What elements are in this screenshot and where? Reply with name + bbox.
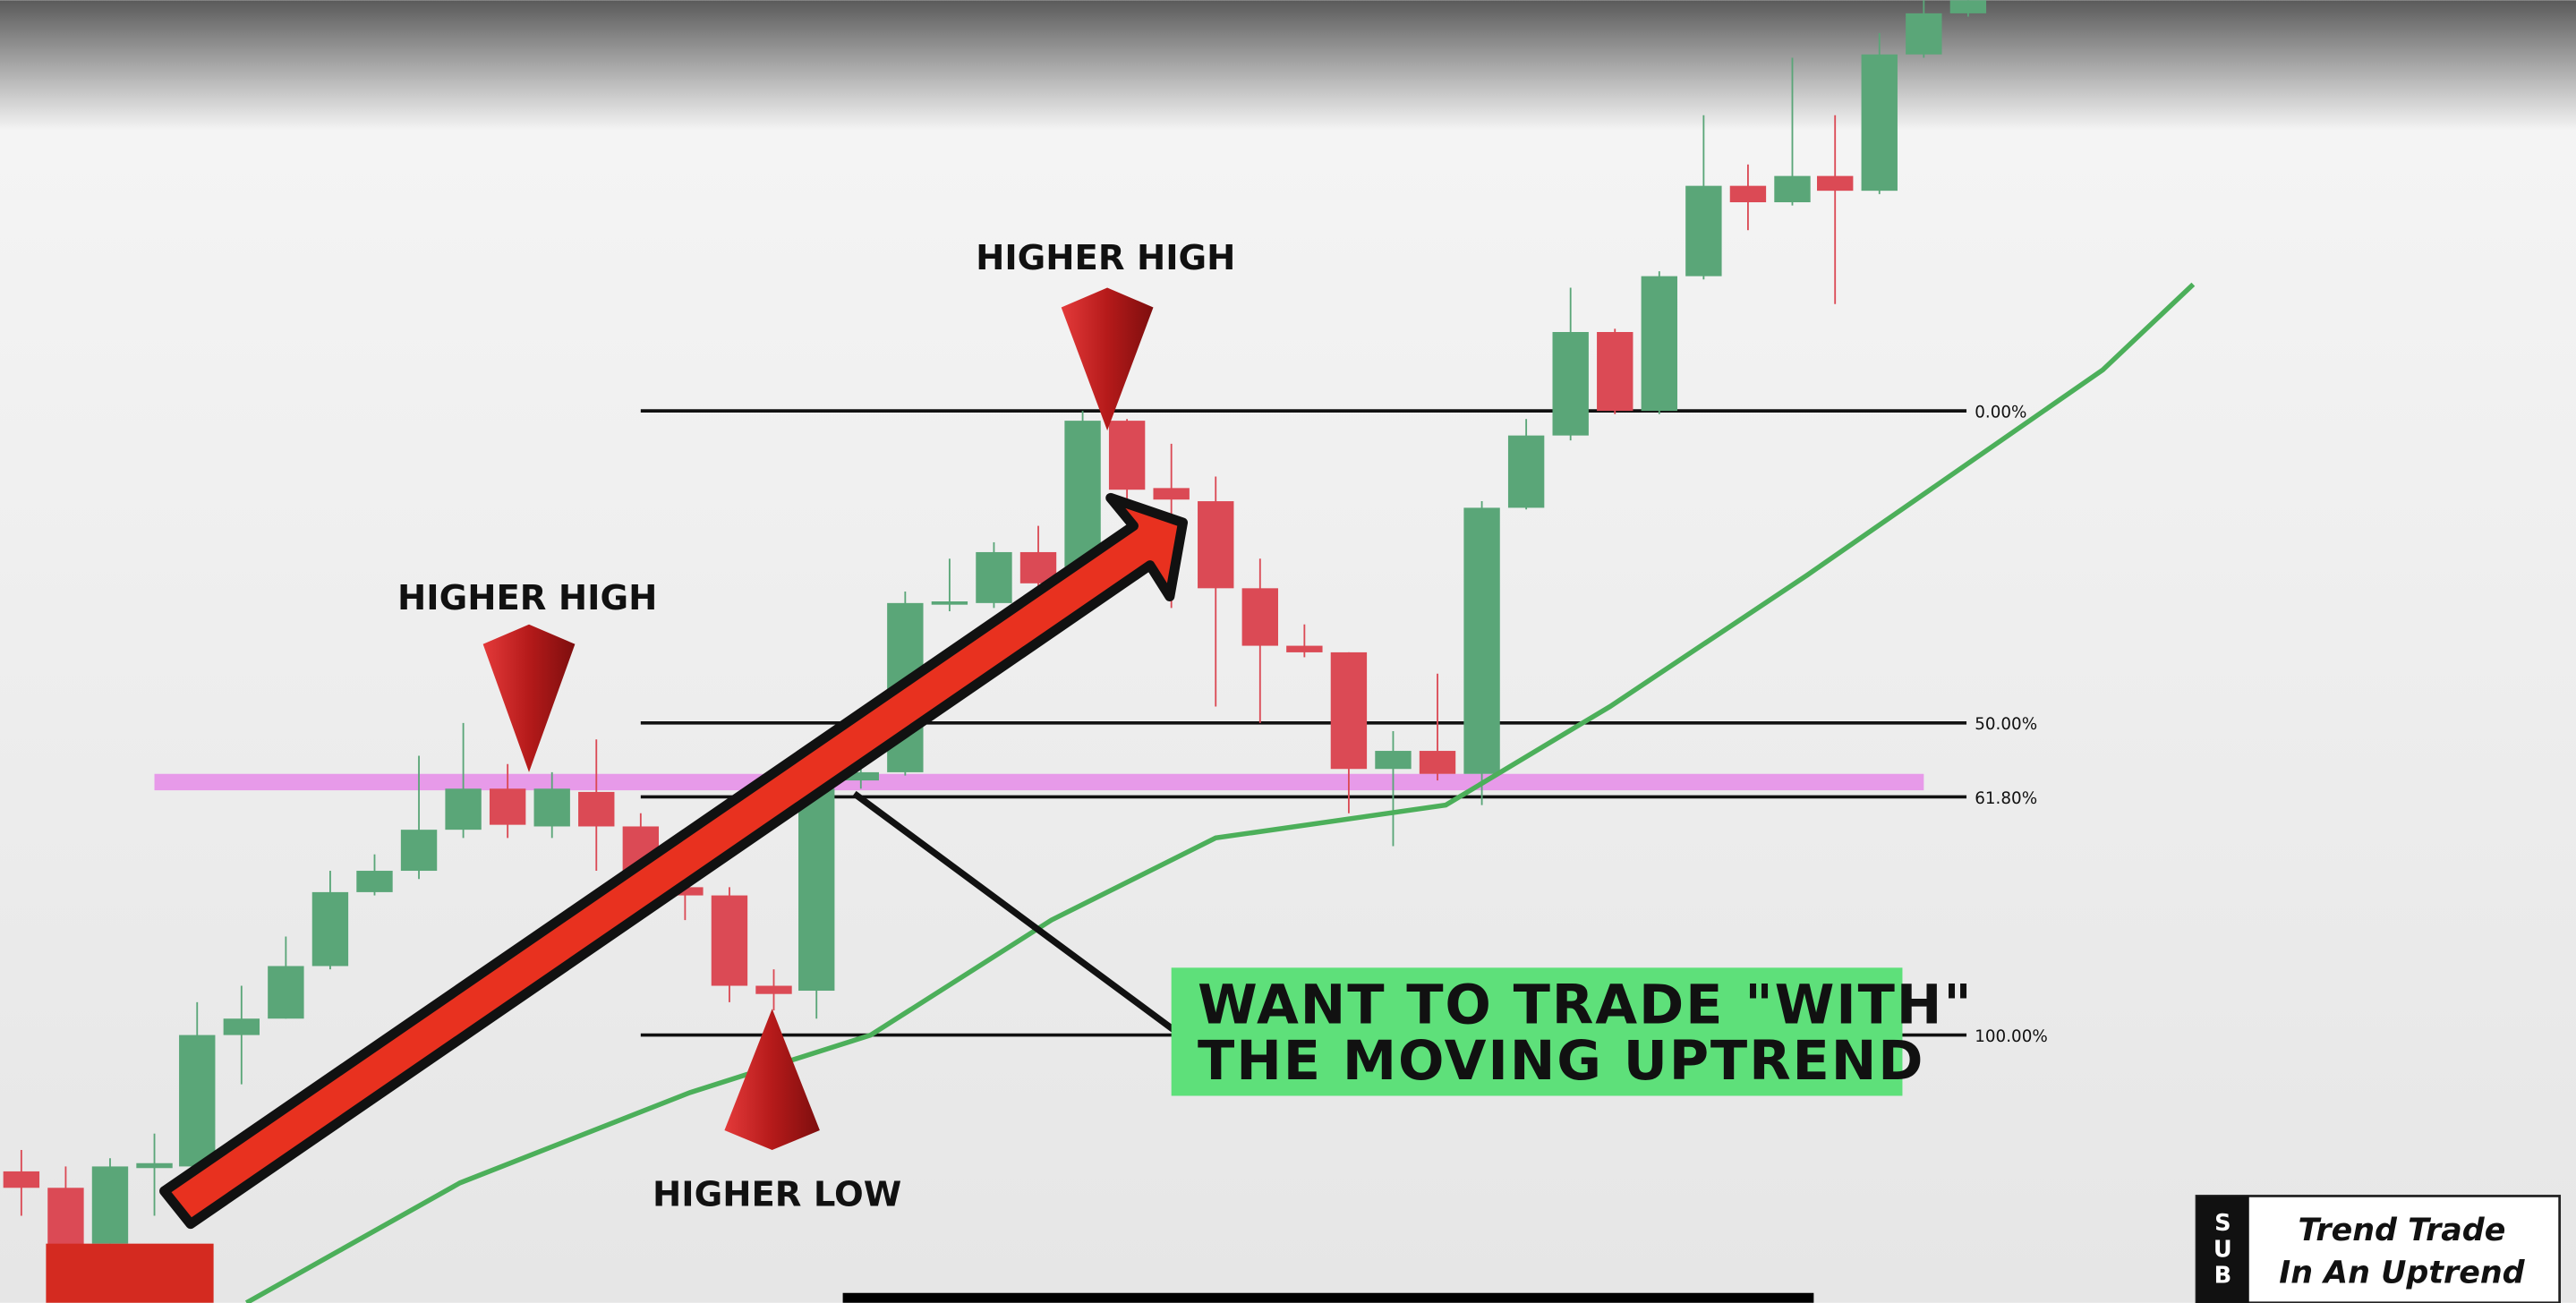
trend-arrow [159, 492, 1189, 1230]
candle-body [1419, 751, 1456, 774]
candle-body [223, 1018, 260, 1035]
badge-logo: U [2213, 1236, 2232, 1263]
candle-body [1198, 501, 1234, 589]
candle-body [755, 985, 792, 994]
candle-body [667, 887, 704, 896]
annotation: HIGHER HIGH [397, 578, 657, 618]
candle-body [1949, 0, 1987, 13]
marker-up [724, 1009, 820, 1151]
pointer-line [852, 790, 1179, 1035]
fib-label: 100.00% [1975, 1027, 2048, 1046]
candle-body [1330, 652, 1368, 770]
candle-body [1817, 175, 1854, 192]
candle-body [842, 771, 879, 781]
candle-body [489, 788, 526, 825]
candle-body [711, 895, 748, 986]
candle-body [311, 891, 349, 967]
fib-label: 61.80% [1975, 789, 2037, 808]
badge-text: Trend Trade [2298, 1213, 2505, 1248]
badge-logo-bg [2196, 1196, 2249, 1303]
annotation: HIGHER LOW [653, 1174, 901, 1214]
annotation: HIGHER HIGH [976, 238, 1235, 278]
callout-text: WANT TO TRADE "WITH" [1198, 975, 1974, 1037]
candle-body [1685, 185, 1722, 277]
marker-down [482, 624, 576, 772]
candle-body [931, 601, 968, 605]
support-band [154, 773, 1924, 791]
candle-body [1552, 332, 1589, 436]
marker-down [1061, 287, 1154, 431]
badge-text: In An Uptrend [2279, 1256, 2525, 1291]
candle-body [445, 788, 482, 830]
candle-body [1375, 751, 1412, 770]
candle-body [798, 788, 835, 992]
candle-body [356, 871, 393, 892]
candle-body [400, 830, 438, 872]
candle-body [578, 791, 615, 827]
candle-body [1641, 276, 1678, 412]
candle-body [976, 551, 1012, 603]
candle-body [179, 1035, 216, 1167]
candle-body [1064, 421, 1101, 567]
badge [2195, 1195, 2562, 1303]
candle-body [1507, 435, 1545, 508]
candle-body [1153, 488, 1190, 500]
callout-box [1171, 967, 1903, 1096]
candle-body [1597, 332, 1633, 412]
callout-text: THE MOVING UPTREND [1198, 1030, 1924, 1093]
badge-logo: B [2214, 1263, 2232, 1290]
candle-body [1286, 645, 1323, 652]
candle-body [1108, 421, 1146, 490]
candle-body [136, 1162, 173, 1169]
candle-body [1906, 13, 1942, 55]
candle-body [533, 788, 570, 827]
moving-average [244, 282, 2196, 1303]
progress-bar [842, 1292, 1814, 1303]
candle-body [1729, 185, 1767, 203]
candle-body [3, 1171, 40, 1188]
candle-body [1241, 588, 1278, 646]
candle-body [47, 1188, 84, 1249]
candle-body [268, 966, 304, 1019]
candle-body [1774, 175, 1811, 203]
candle-body [1463, 507, 1500, 774]
candle-body [1861, 54, 1898, 192]
fib-label: 0.00% [1975, 403, 2026, 422]
fib-label: 50.00% [1975, 715, 2037, 734]
red-block [46, 1243, 214, 1303]
candle-body [91, 1166, 129, 1244]
badge-logo: S [2214, 1210, 2231, 1237]
